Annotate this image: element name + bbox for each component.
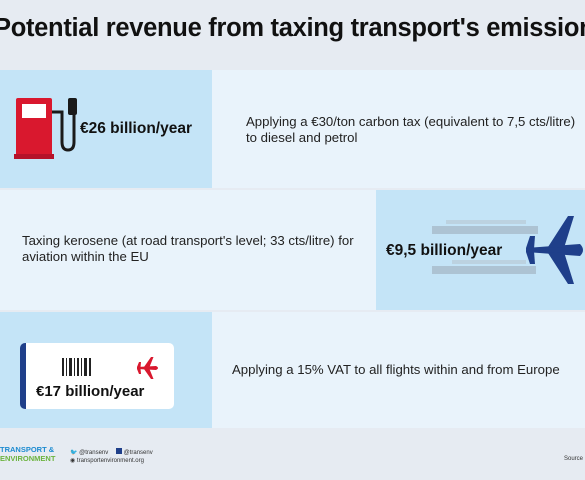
brand-line: ENVIRONMENT bbox=[0, 454, 56, 463]
revenue-value: €17 billion/year bbox=[36, 383, 145, 400]
brand-line: TRANSPORT & bbox=[0, 445, 55, 454]
revenue-description: Applying a 15% VAT to all flights within… bbox=[232, 362, 560, 377]
website-link[interactable]: transportenvironment.org bbox=[76, 458, 144, 464]
airplane-icon bbox=[526, 216, 583, 284]
value-panel: €17 billion/year bbox=[0, 312, 212, 428]
facebook-icon bbox=[115, 448, 122, 454]
brand-logo: TRANSPORT & ENVIRONMENT bbox=[0, 445, 55, 463]
revenue-value: €26 billion/year bbox=[80, 120, 192, 137]
value-panel: €26 billion/year bbox=[0, 70, 212, 188]
revenue-row-vat: €17 billion/year Applying a 15% VAT to a… bbox=[0, 312, 585, 428]
footer: TRANSPORT & ENVIRONMENT 🐦 @transenv @tra… bbox=[0, 432, 585, 480]
value-panel: €9,5 billion/year bbox=[376, 190, 585, 310]
revenue-row-kerosene: Taxing kerosene (at road transport's lev… bbox=[0, 190, 585, 310]
fuel-pump-icon bbox=[14, 98, 77, 159]
revenue-row-fuel: €26 billion/year Applying a €30/ton carb… bbox=[0, 70, 585, 188]
airplane-icon bbox=[137, 357, 158, 379]
twitter-handle[interactable]: @transenv bbox=[79, 450, 109, 456]
globe-icon: ◉ bbox=[70, 458, 76, 464]
contrail-icon bbox=[432, 220, 538, 274]
social-links: 🐦 @transenv @transenv ◉ transportenviron… bbox=[70, 448, 153, 465]
facebook-handle[interactable]: @transenv bbox=[123, 450, 153, 456]
barcode-icon bbox=[62, 358, 91, 376]
revenue-value: €9,5 billion/year bbox=[386, 242, 503, 259]
source-label: Source bbox=[564, 456, 584, 462]
revenue-description: Applying a €30/ton carbon tax (equivalen… bbox=[246, 114, 576, 145]
revenue-description: Taxing kerosene (at road transport's lev… bbox=[22, 233, 354, 264]
twitter-icon: 🐦 bbox=[70, 450, 78, 456]
boarding-pass-icon: €17 billion/year bbox=[20, 343, 174, 409]
page-title: Potential revenue from taxing transport'… bbox=[0, 14, 585, 42]
